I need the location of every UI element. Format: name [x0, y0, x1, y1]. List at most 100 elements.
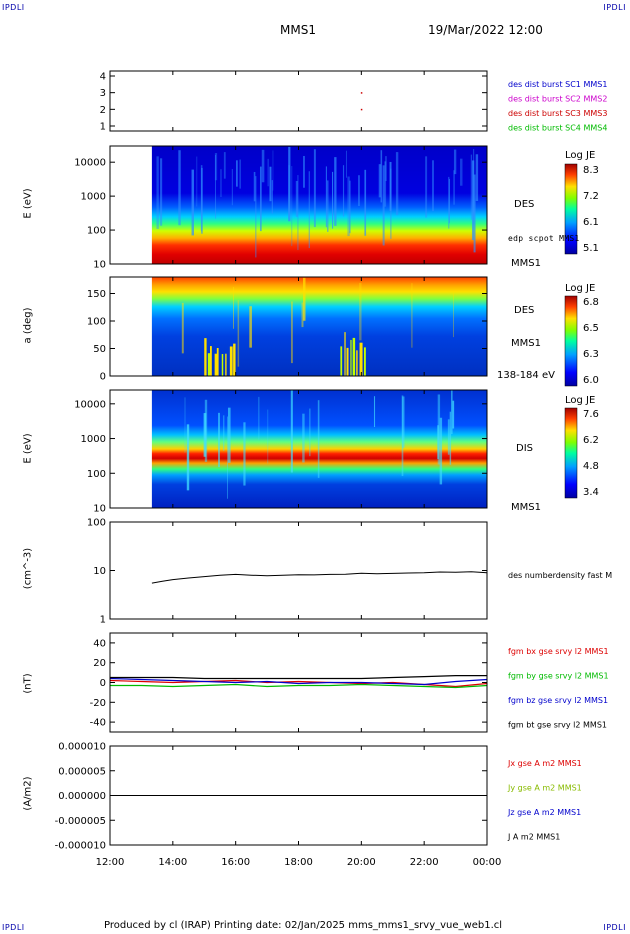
y-tick-label-p7: 0.000000 — [58, 791, 106, 802]
spectrogram-streak — [261, 149, 265, 183]
spectrogram-streak — [395, 152, 399, 216]
spectrogram-streak — [449, 178, 450, 224]
legend-entry-p1: des dist burst SC3 MMS3 — [508, 109, 607, 118]
spectrogram-streak — [453, 149, 457, 175]
spacecraft-title: MMS1 — [280, 23, 316, 37]
pitch-angle-streak — [225, 353, 227, 376]
legend-entry-p7: Jx gse A m2 MMS1 — [507, 759, 582, 768]
spectrogram-streak — [220, 169, 222, 197]
pitch-angle-streak — [340, 346, 343, 376]
legend-entry-p7: Jz gse A m2 MMS1 — [507, 808, 581, 817]
pitch-angle-streak — [356, 350, 358, 376]
y-tick-label-p6: 20 — [93, 658, 106, 669]
spectrogram-streak — [253, 171, 256, 202]
spectrogram-streak — [249, 306, 252, 348]
colorbar-tick-label-p3: 6.3 — [583, 349, 599, 360]
spectrogram-streak — [448, 176, 450, 229]
y-tick-label-p7: 0.000010 — [58, 742, 106, 753]
pitch-angle-streak — [207, 353, 211, 376]
spectrogram-streak — [342, 165, 345, 217]
burst-point — [360, 92, 363, 94]
corner-mark-bottom-right: IPDLI — [603, 923, 626, 932]
colorbar-tick-label-p2: 7.2 — [583, 191, 599, 202]
spectrogram-streak — [447, 419, 450, 455]
colorbar-tick-label-p4: 7.6 — [583, 409, 599, 420]
pitch-angle-streak — [214, 353, 218, 376]
legend-entry-p7: Jy gse A m2 MMS1 — [507, 784, 582, 793]
spectrogram-streak — [347, 176, 350, 237]
spectrogram-streak — [239, 159, 241, 189]
corner-mark-bottom-left: IPDLI — [2, 923, 25, 932]
y-tick-label-p7: -0.000005 — [55, 816, 106, 827]
x-tick-label: 22:00 — [410, 857, 439, 868]
spectrogram-streak — [227, 407, 231, 463]
spectrogram-streak — [301, 302, 304, 328]
spectrogram-streak — [186, 424, 190, 491]
spectrogram-streak — [437, 425, 439, 460]
y-tick-label-p2: 10 — [93, 260, 106, 271]
spectrogram-streak — [255, 176, 257, 258]
spectrogram-streak — [223, 152, 226, 179]
y-axis-label-magnetic-field: (nT) — [22, 673, 34, 694]
spectrogram-streak — [297, 175, 299, 251]
spectrogram-streak — [327, 180, 329, 232]
spectrogram-streak — [453, 170, 455, 205]
spectrogram-streak — [451, 390, 453, 435]
pitch-angle-streak — [210, 346, 212, 376]
spacecraft-label-p4: MMS1 — [511, 502, 541, 513]
spectrogram-streak — [271, 180, 273, 214]
y-tick-label-p2: 1000 — [81, 192, 106, 203]
pitch-angle-streak — [344, 332, 346, 376]
spectrogram-streak — [233, 286, 234, 329]
spectrogram-streak — [302, 277, 306, 321]
spectrogram-streak — [390, 168, 392, 239]
y-axis-label-energy-ions: E (eV) — [22, 433, 34, 464]
y-tick-label-p3: 0 — [100, 372, 106, 383]
energy-range-label: 138-184 eV — [497, 370, 555, 381]
x-tick-label: 20:00 — [347, 857, 376, 868]
spectrogram-streak — [345, 150, 347, 178]
spectrogram-streak — [223, 415, 225, 451]
pitch-angle-streak — [363, 347, 366, 376]
legend-entry-p7: J A m2 MMS1 — [507, 833, 560, 842]
spectrogram-streak — [402, 396, 405, 448]
spectrogram-streak — [473, 174, 476, 253]
y-tick-label-p4: 1000 — [81, 434, 106, 445]
spectrogram-streak — [272, 150, 274, 191]
spectrogram-streak — [214, 153, 218, 181]
pitch-angle-streak — [346, 347, 349, 376]
spectrogram-streak — [452, 400, 455, 429]
y-tick-label-p1: 4 — [100, 72, 106, 83]
footer-credits: Produced by cl (IRAP) Printing date: 02/… — [104, 920, 503, 931]
spectrogram-streak — [453, 292, 454, 338]
colorbar-title-p2: Log JE — [565, 150, 596, 161]
spectrogram-streak — [364, 169, 367, 236]
datetime-title: 19/Mar/2022 12:00 — [428, 23, 543, 37]
y-tick-label-p6: -40 — [90, 718, 106, 729]
colorbar-title-p3: Log JE — [565, 283, 596, 294]
x-tick-label: 00:00 — [473, 857, 502, 868]
legend-entry-p6: fgm bx gse srvy l2 MMS1 — [508, 647, 609, 656]
spectrogram-p2 — [151, 146, 487, 264]
spectrogram-streak — [325, 166, 327, 228]
colorbar-tick-label-p4: 3.4 — [583, 487, 599, 498]
y-tick-label-p6: 40 — [93, 638, 106, 649]
bfield-series-line — [109, 677, 488, 686]
scpot-label: edp scpot MMS1 — [508, 234, 580, 243]
spectrogram-streak — [373, 396, 376, 428]
spectrogram-streak — [401, 395, 404, 477]
corner-mark-top-left: IPDLI — [2, 3, 25, 12]
spectrogram-streak — [349, 180, 351, 234]
instrument-label-dis: DIS — [516, 443, 533, 454]
x-tick-label: 12:00 — [96, 857, 125, 868]
pitch-angle-streak — [359, 342, 363, 376]
y-tick-label-p7: -0.000010 — [55, 841, 106, 852]
spectrogram-streak — [258, 396, 260, 440]
spectrogram-p4 — [151, 390, 487, 508]
colorbar-tick-label-p3: 6.0 — [583, 375, 599, 386]
spectrogram-streak — [237, 300, 240, 367]
spectrogram-streak — [218, 412, 221, 468]
spectrogram-streak — [295, 180, 298, 217]
spectrogram-streak — [267, 409, 269, 464]
